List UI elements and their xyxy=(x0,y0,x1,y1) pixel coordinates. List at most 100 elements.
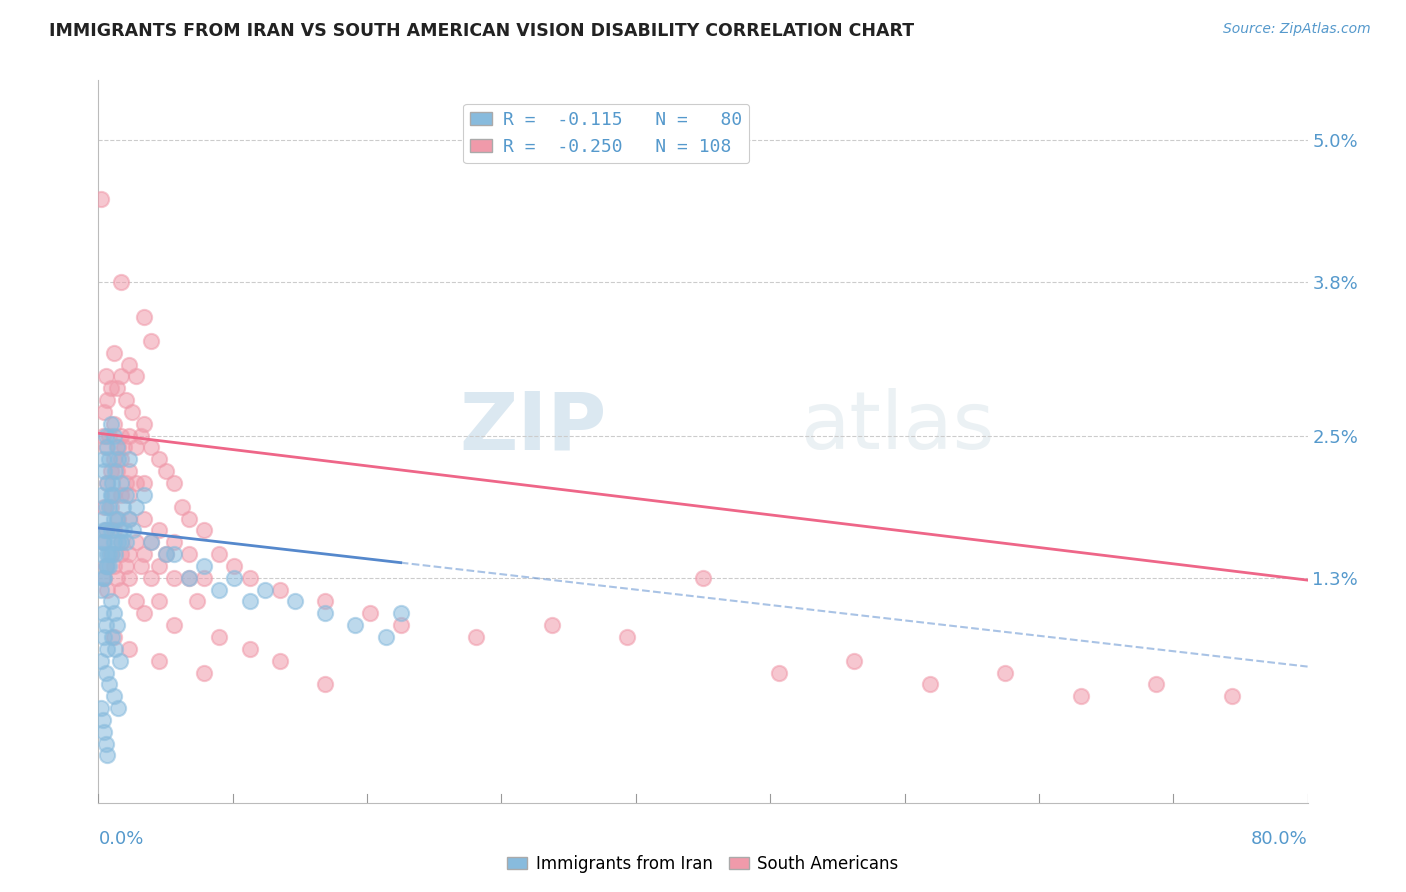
Text: 0.0%: 0.0% xyxy=(98,830,143,848)
Point xyxy=(91,535,114,549)
Point xyxy=(148,654,170,668)
Point xyxy=(103,524,125,538)
Point xyxy=(118,358,141,372)
Point xyxy=(103,417,125,431)
Point xyxy=(94,369,117,384)
Point xyxy=(96,475,118,490)
Point xyxy=(118,511,141,525)
Point xyxy=(344,618,367,632)
Point xyxy=(90,701,112,715)
Point xyxy=(224,558,246,573)
Point xyxy=(141,334,163,348)
Point xyxy=(118,488,141,502)
Point xyxy=(170,500,193,514)
Point xyxy=(224,571,246,585)
Point xyxy=(193,571,215,585)
Point xyxy=(360,607,382,621)
Point xyxy=(107,441,129,455)
Point xyxy=(118,571,141,585)
Point xyxy=(1070,689,1092,703)
Point xyxy=(121,405,143,419)
Legend: Immigrants from Iran, South Americans: Immigrants from Iran, South Americans xyxy=(501,848,905,880)
Point xyxy=(96,582,118,597)
Point xyxy=(105,441,128,455)
Point xyxy=(179,571,201,585)
Point xyxy=(110,547,132,561)
Point xyxy=(844,654,866,668)
Point xyxy=(103,345,125,359)
Point xyxy=(93,405,115,419)
Point xyxy=(118,428,141,442)
Point xyxy=(692,571,714,585)
Point xyxy=(107,452,129,467)
Point xyxy=(132,310,155,325)
Point xyxy=(253,582,276,597)
Point xyxy=(91,607,114,621)
Point xyxy=(125,535,148,549)
Point xyxy=(96,558,118,573)
Point xyxy=(114,475,136,490)
Point xyxy=(93,535,115,549)
Point xyxy=(94,618,117,632)
Point xyxy=(141,535,163,549)
Point xyxy=(101,475,124,490)
Text: IMMIGRANTS FROM IRAN VS SOUTH AMERICAN VISION DISABILITY CORRELATION CHART: IMMIGRANTS FROM IRAN VS SOUTH AMERICAN V… xyxy=(49,22,914,40)
Point xyxy=(100,547,122,561)
Point xyxy=(118,511,141,525)
Point xyxy=(94,441,117,455)
Point xyxy=(94,737,117,751)
Text: Source: ZipAtlas.com: Source: ZipAtlas.com xyxy=(1223,22,1371,37)
Point xyxy=(193,558,215,573)
Point xyxy=(118,464,141,478)
Point xyxy=(125,475,148,490)
Point xyxy=(90,192,112,206)
Point xyxy=(118,547,141,561)
Point xyxy=(96,641,118,656)
Point xyxy=(179,571,201,585)
Point xyxy=(94,558,117,573)
Point xyxy=(148,524,170,538)
Point xyxy=(129,428,152,442)
Point xyxy=(103,558,125,573)
Point xyxy=(239,571,262,585)
Point xyxy=(96,441,118,455)
Point xyxy=(193,665,215,680)
Point xyxy=(179,547,201,561)
Point xyxy=(163,571,186,585)
Point xyxy=(100,488,122,502)
Point xyxy=(129,558,152,573)
Point xyxy=(104,547,127,561)
Point xyxy=(125,594,148,608)
Point xyxy=(107,511,129,525)
Point xyxy=(96,393,118,408)
Point xyxy=(90,488,112,502)
Point xyxy=(91,535,114,549)
Point xyxy=(284,594,307,608)
Point xyxy=(132,607,155,621)
Point xyxy=(103,452,125,467)
Point xyxy=(389,618,412,632)
Point xyxy=(98,558,121,573)
Point xyxy=(141,571,163,585)
Point xyxy=(105,571,128,585)
Point xyxy=(100,417,122,431)
Point xyxy=(269,582,291,597)
Point xyxy=(104,641,127,656)
Point xyxy=(94,428,117,442)
Point xyxy=(105,618,128,632)
Point xyxy=(148,594,170,608)
Point xyxy=(107,535,129,549)
Point xyxy=(163,535,186,549)
Point xyxy=(94,665,117,680)
Point xyxy=(132,547,155,561)
Point xyxy=(91,452,114,467)
Point xyxy=(465,630,488,644)
Point xyxy=(101,547,124,561)
Point xyxy=(110,582,132,597)
Point xyxy=(103,607,125,621)
Point xyxy=(90,654,112,668)
Point xyxy=(1220,689,1243,703)
Point xyxy=(155,547,177,561)
Point xyxy=(98,500,121,514)
Point xyxy=(105,381,128,395)
